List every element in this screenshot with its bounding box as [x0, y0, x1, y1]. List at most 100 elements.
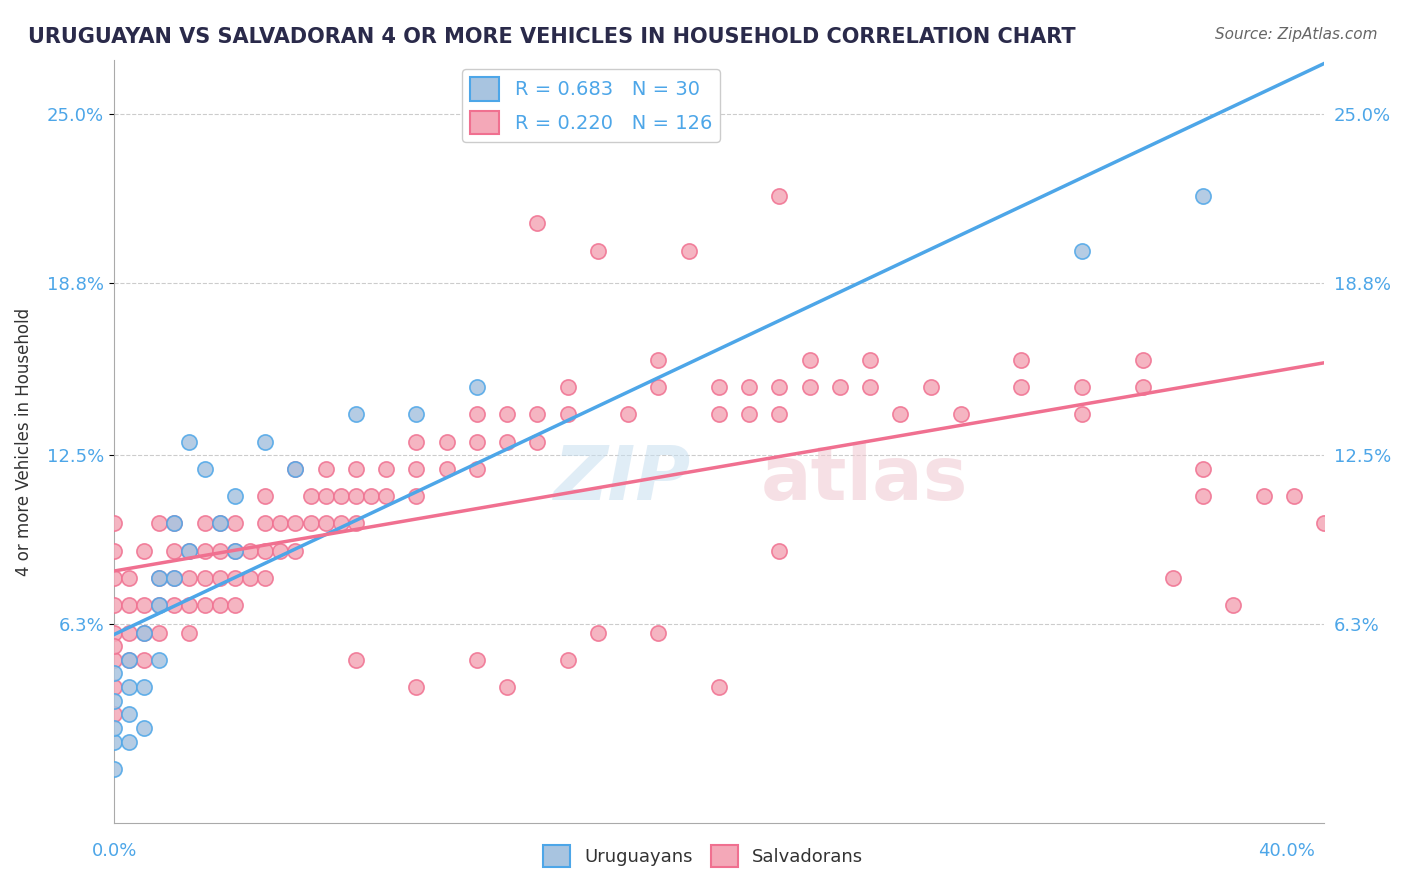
Point	[299, 516, 322, 531]
Point	[1132, 352, 1154, 367]
Point	[194, 543, 217, 558]
Point	[284, 462, 307, 476]
Point	[134, 680, 156, 694]
Y-axis label: 4 or more Vehicles in Household: 4 or more Vehicles in Household	[15, 308, 32, 575]
Point	[103, 707, 125, 722]
Point	[284, 516, 307, 531]
Point	[118, 680, 141, 694]
Point	[557, 653, 579, 667]
Point	[768, 543, 790, 558]
Point	[859, 352, 882, 367]
Point	[647, 625, 669, 640]
Point	[1011, 352, 1033, 367]
Point	[103, 666, 125, 681]
Point	[496, 407, 519, 421]
Point	[465, 380, 488, 394]
Point	[224, 543, 246, 558]
Point	[496, 434, 519, 449]
Point	[1192, 462, 1215, 476]
Point	[738, 407, 761, 421]
Point	[208, 543, 231, 558]
Point	[103, 762, 125, 776]
Point	[828, 380, 851, 394]
Point	[148, 571, 170, 585]
Point	[1253, 489, 1275, 503]
Point	[118, 599, 141, 613]
Point	[360, 489, 382, 503]
Point	[148, 516, 170, 531]
Point	[148, 599, 170, 613]
Point	[208, 571, 231, 585]
Point	[526, 407, 548, 421]
Point	[526, 216, 548, 230]
Text: atlas: atlas	[761, 443, 967, 516]
Point	[889, 407, 911, 421]
Point	[1071, 244, 1094, 258]
Point	[1282, 489, 1305, 503]
Point	[163, 516, 186, 531]
Point	[103, 721, 125, 735]
Point	[436, 462, 458, 476]
Point	[134, 625, 156, 640]
Point	[134, 721, 156, 735]
Point	[678, 244, 700, 258]
Point	[103, 653, 125, 667]
Point	[269, 516, 291, 531]
Point	[344, 462, 367, 476]
Point	[707, 680, 730, 694]
Point	[148, 599, 170, 613]
Point	[194, 516, 217, 531]
Text: URUGUAYAN VS SALVADORAN 4 OR MORE VEHICLES IN HOUSEHOLD CORRELATION CHART: URUGUAYAN VS SALVADORAN 4 OR MORE VEHICL…	[28, 27, 1076, 46]
Point	[465, 434, 488, 449]
Point	[163, 571, 186, 585]
Point	[254, 543, 277, 558]
Point	[405, 462, 427, 476]
Point	[586, 625, 609, 640]
Point	[949, 407, 972, 421]
Point	[103, 680, 125, 694]
Point	[526, 434, 548, 449]
Point	[1222, 599, 1244, 613]
Point	[557, 380, 579, 394]
Point	[118, 571, 141, 585]
Point	[224, 489, 246, 503]
Point	[405, 407, 427, 421]
Point	[617, 407, 640, 421]
Text: 0.0%: 0.0%	[91, 842, 136, 860]
Point	[103, 516, 125, 531]
Point	[768, 407, 790, 421]
Point	[920, 380, 942, 394]
Point	[148, 625, 170, 640]
Point	[768, 189, 790, 203]
Point	[405, 489, 427, 503]
Point	[254, 571, 277, 585]
Point	[224, 543, 246, 558]
Point	[768, 380, 790, 394]
Point	[405, 434, 427, 449]
Point	[103, 639, 125, 653]
Point	[647, 352, 669, 367]
Point	[859, 380, 882, 394]
Point	[179, 625, 201, 640]
Point	[148, 571, 170, 585]
Point	[134, 599, 156, 613]
Point	[344, 407, 367, 421]
Point	[738, 380, 761, 394]
Point	[465, 462, 488, 476]
Point	[118, 653, 141, 667]
Point	[134, 625, 156, 640]
Point	[103, 543, 125, 558]
Point	[329, 489, 352, 503]
Point	[118, 653, 141, 667]
Point	[329, 516, 352, 531]
Point	[194, 571, 217, 585]
Point	[134, 653, 156, 667]
Point	[254, 516, 277, 531]
Point	[1071, 380, 1094, 394]
Point	[179, 543, 201, 558]
Point	[179, 599, 201, 613]
Point	[254, 434, 277, 449]
Point	[163, 599, 186, 613]
Text: Source: ZipAtlas.com: Source: ZipAtlas.com	[1215, 27, 1378, 42]
Point	[239, 571, 262, 585]
